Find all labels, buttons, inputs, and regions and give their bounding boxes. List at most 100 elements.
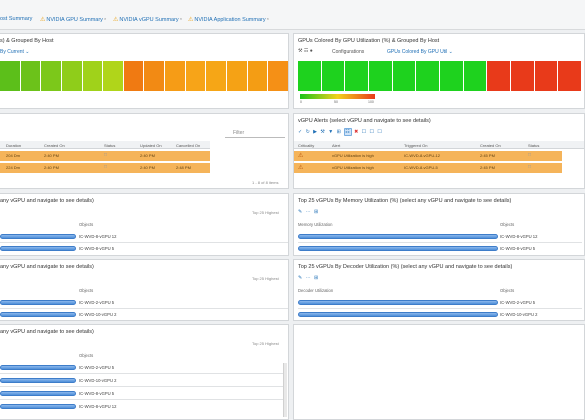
vgpu-alerts-panel: vGPU Alerts (select vGPU and navigate to… bbox=[293, 113, 585, 189]
utilization-bar[interactable] bbox=[298, 312, 498, 317]
heatmap-cell[interactable] bbox=[20, 61, 42, 91]
heatmap-cell[interactable] bbox=[41, 61, 62, 91]
utilization-bar[interactable] bbox=[0, 378, 76, 383]
heatmap-toolbar-icons[interactable]: ⚒ ☶ ● bbox=[298, 48, 313, 54]
table-row[interactable]: 224 Dm 2:40 PM □ 2:40 PM 2:48 PM bbox=[0, 163, 210, 174]
utilization-bar[interactable] bbox=[0, 312, 76, 317]
heatmap-cell[interactable] bbox=[440, 61, 464, 91]
empty-panel bbox=[293, 324, 585, 420]
utilization-bar[interactable] bbox=[298, 246, 498, 251]
heatmap-cell[interactable] bbox=[82, 61, 104, 91]
heatmap-cell[interactable] bbox=[227, 61, 248, 91]
status-icon: □ bbox=[528, 152, 532, 158]
table-row[interactable]: 204 Dm 2:40 PM □ 2:40 PM bbox=[0, 151, 210, 162]
divider bbox=[0, 386, 285, 387]
heatmap-cell[interactable] bbox=[0, 61, 21, 91]
heatmap-cell[interactable] bbox=[298, 61, 322, 91]
host-heatmap[interactable] bbox=[0, 61, 288, 91]
top-highest-dropdown[interactable]: Top 25 Highest bbox=[252, 276, 279, 281]
utilization-bar[interactable] bbox=[298, 234, 498, 239]
utilization-bar[interactable] bbox=[298, 300, 498, 305]
heatmap-cell[interactable] bbox=[392, 61, 417, 91]
panel-title: GPUs Colored By GPU Utilization (%) & Gr… bbox=[298, 38, 440, 44]
object-label[interactable]: IC-WVD-8-vGPU 12 bbox=[79, 404, 117, 409]
divider bbox=[298, 308, 582, 309]
table-row[interactable]: ⚠ vGPU Utilization is high IC-WVD-8-vGPU… bbox=[294, 151, 562, 162]
object-label[interactable]: IC-WVD-10-vGPU 2 bbox=[79, 312, 117, 317]
utilization-bar[interactable] bbox=[0, 404, 76, 409]
top-vgpus-panel-3: any vGPU and navigate to see details) To… bbox=[0, 324, 289, 420]
object-label[interactable]: IC-WVD-2-vGPU 5 bbox=[500, 300, 536, 305]
item-count: 1 - 8 of 8 items bbox=[252, 180, 279, 185]
heatmap-cell[interactable] bbox=[123, 61, 145, 91]
object-label[interactable]: IC-WVD-8-vGPU 5 bbox=[500, 246, 536, 251]
utilization-bar[interactable] bbox=[0, 234, 76, 239]
top-vgpus-memory-panel: Top 25 vGPUs By Memory Utilization (%) (… bbox=[293, 193, 585, 256]
top-highest-dropdown[interactable]: Top 25 Highest bbox=[252, 210, 279, 215]
top-vgpus-panel-2: any vGPU and navigate to see details) To… bbox=[0, 259, 289, 321]
close-tab-icon[interactable]: × bbox=[103, 16, 107, 21]
tab-host-summary[interactable]: ost Summary bbox=[0, 16, 33, 22]
table-row[interactable]: ⚠ vGPU Utilization is high IC-WVD-8-vGPU… bbox=[294, 163, 562, 174]
panel-title: any vGPU and navigate to see details) bbox=[0, 329, 94, 335]
panel-title: s) & Grouped By Host bbox=[0, 38, 54, 44]
heatmap-cell[interactable] bbox=[369, 61, 393, 91]
object-label[interactable]: IC-WVD-8-vGPU 12 bbox=[500, 234, 538, 239]
top-vgpus-panel-1: any vGPU and navigate to see details) To… bbox=[0, 193, 289, 256]
object-label[interactable]: IC-WVD-2-vGPU 5 bbox=[79, 300, 115, 305]
delete-icon[interactable]: ✖ bbox=[354, 129, 360, 135]
object-label[interactable]: IC-WVD-8-vGPU 5 bbox=[79, 246, 115, 251]
utilization-bar[interactable] bbox=[0, 391, 76, 396]
objects-header: Objects bbox=[79, 222, 94, 227]
object-label[interactable]: IC-WVD-8-vGPU 5 bbox=[79, 391, 115, 396]
object-label[interactable]: IC-WVD-10-vGPU 2 bbox=[79, 378, 117, 383]
heatmap-cell[interactable] bbox=[61, 61, 83, 91]
utilization-bar[interactable] bbox=[0, 365, 76, 370]
configurations-dropdown[interactable]: GPUs Colored By GPU Util ⌄ bbox=[387, 49, 453, 55]
close-tab-icon[interactable]: × bbox=[179, 16, 183, 21]
heatmap-cell[interactable] bbox=[511, 61, 535, 91]
divider bbox=[0, 242, 288, 243]
alerts-toolbar[interactable]: ✓ ↻ ▶ ⚒ ▼ ⊞ ☷ ✖ ☐ ☐ ☐ bbox=[298, 128, 383, 136]
divider bbox=[298, 242, 582, 243]
panel-toolbar[interactable]: ✎ ⋯ ⊞ bbox=[298, 275, 320, 281]
heatmap-cell[interactable] bbox=[345, 61, 370, 91]
heatmap-cell[interactable] bbox=[268, 61, 288, 91]
tab-nvidia-vgpu-summary[interactable]: ⚠NVIDIA vGPU Summary× bbox=[113, 16, 183, 23]
top-highest-dropdown[interactable]: Top 25 Highest bbox=[252, 341, 279, 346]
tab-nvidia-application-summary[interactable]: ⚠NVIDIA Application Summary× bbox=[188, 16, 269, 23]
warning-icon: ⚠ bbox=[298, 165, 304, 171]
warning-icon: ⚠ bbox=[40, 17, 46, 23]
filter-underline bbox=[225, 137, 285, 138]
heatmap-cell[interactable] bbox=[206, 61, 228, 91]
object-label[interactable]: IC-WVD-8-vGPU 12 bbox=[79, 234, 117, 239]
objects-header: Objects bbox=[500, 222, 515, 227]
heatmap-cell[interactable] bbox=[321, 61, 346, 91]
heatmap-cell[interactable] bbox=[185, 61, 207, 91]
utilization-bar[interactable] bbox=[0, 246, 76, 251]
heatmap-cell[interactable] bbox=[103, 61, 124, 91]
filter-input[interactable]: Filter bbox=[233, 130, 245, 136]
warning-icon: ⚠ bbox=[113, 17, 119, 23]
object-label[interactable]: IC-WVD-10-vGPU 2 bbox=[500, 312, 538, 317]
object-label[interactable]: IC-WVD-2-vGPU 5 bbox=[79, 365, 115, 370]
color-by-dropdown[interactable]: By Current ⌄ bbox=[0, 49, 30, 55]
close-tab-icon[interactable]: × bbox=[266, 16, 269, 21]
objects-header: Objects bbox=[79, 288, 94, 293]
heatmap-cell[interactable] bbox=[463, 61, 488, 91]
heatmap-cell[interactable] bbox=[416, 61, 441, 91]
gpu-heatmap[interactable] bbox=[298, 61, 583, 91]
heatmap-cell[interactable] bbox=[487, 61, 512, 91]
tab-nvidia-gpu-summary[interactable]: ⚠NVIDIA GPU Summary× bbox=[40, 16, 107, 23]
panel-toolbar[interactable]: ✎ ⋯ ⊞ bbox=[298, 209, 320, 215]
heatmap-cell[interactable] bbox=[558, 61, 583, 91]
dashboard-tab-bar: ost Summary ⚠NVIDIA GPU Summary× ⚠NVIDIA… bbox=[0, 0, 585, 30]
utilization-bar[interactable] bbox=[0, 300, 76, 305]
heatmap-cell[interactable] bbox=[165, 61, 186, 91]
heatmap-cell[interactable] bbox=[247, 61, 269, 91]
heatmap-cell[interactable] bbox=[534, 61, 559, 91]
grouping-icon[interactable]: ☷ bbox=[344, 128, 352, 136]
heatmap-cell[interactable] bbox=[144, 61, 166, 91]
scrollbar[interactable] bbox=[283, 363, 287, 417]
status-icon: □ bbox=[104, 164, 108, 170]
